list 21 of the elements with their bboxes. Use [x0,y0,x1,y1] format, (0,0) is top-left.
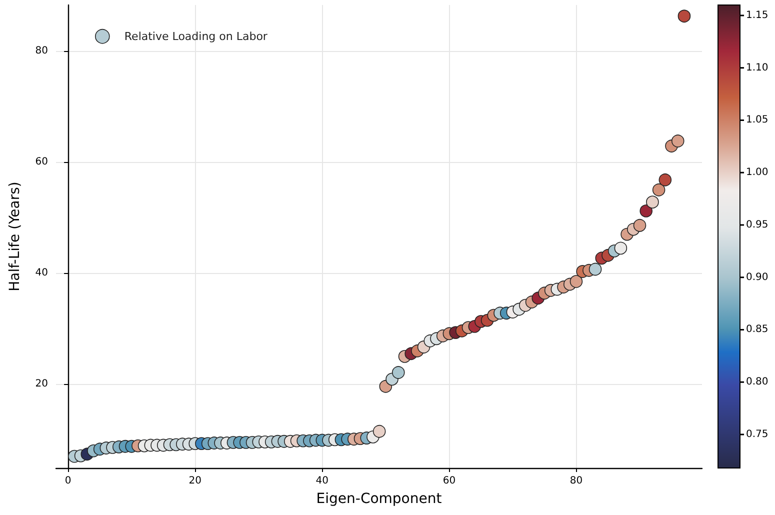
color-bar-label: 0.85 [746,324,768,336]
x-tick-label: 0 [64,476,72,486]
y-axis-title: Half-Life (Years) [7,182,23,292]
color-bar-label: 1.05 [746,114,768,126]
x-axis-title: Eigen-Component [316,491,442,507]
x-tick-label: 60 [442,476,456,486]
x-tick-label: 20 [188,476,202,486]
color-bar-label: 0.80 [746,376,768,388]
y-tick-label: 80 [35,46,48,57]
legend-label: Relative Loading on Labor [124,30,268,43]
color-bar-label: 0.90 [746,272,768,283]
y-tick-label: 40 [35,268,48,279]
x-tick-label: 40 [316,476,329,486]
color-bar-label: 0.75 [746,428,768,440]
color-bar-label: 0.95 [746,219,768,230]
y-tick-label: 60 [35,156,48,168]
color-bar-label: 1.15 [746,10,768,21]
color-bar-label: 1.10 [746,62,768,74]
x-tick-label: 80 [570,476,583,486]
color-bar-label: 1.00 [746,167,768,178]
y-tick-label: 20 [35,378,48,390]
